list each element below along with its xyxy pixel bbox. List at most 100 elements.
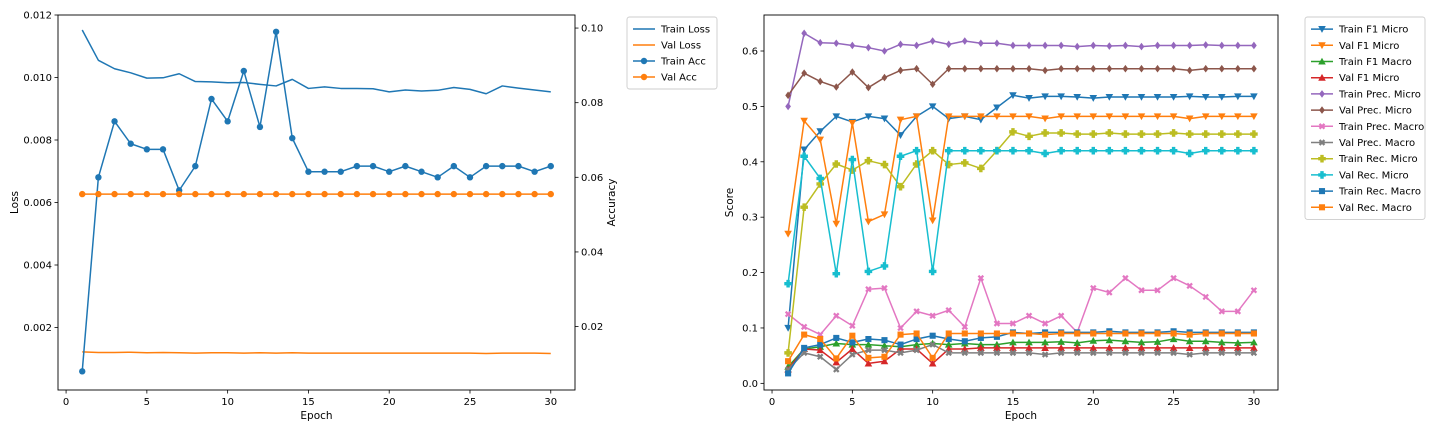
data-point (1025, 312, 1033, 320)
data-point (1217, 338, 1226, 346)
data-point (1250, 146, 1258, 155)
data-point (801, 344, 808, 351)
data-point (1009, 146, 1017, 155)
data-point (1057, 349, 1065, 357)
y-tick-label: 0.006 (23, 198, 52, 209)
data-point (977, 146, 985, 155)
series-train-prec-macro (784, 274, 1258, 338)
data-point (977, 349, 985, 357)
data-point (1105, 336, 1114, 344)
x-tick-label: 20 (1087, 397, 1100, 408)
data-point (1025, 132, 1033, 141)
x-axis-label: Epoch (300, 410, 332, 422)
data-point (1169, 344, 1178, 351)
data-point (897, 66, 904, 75)
data-point (994, 64, 1000, 73)
data-point (1057, 146, 1065, 155)
data-point (801, 29, 808, 38)
data-point (1250, 93, 1258, 101)
data-point (240, 67, 247, 75)
legend-marker (640, 57, 648, 65)
data-point (192, 162, 199, 170)
data-point (1185, 149, 1194, 158)
data-point (929, 312, 936, 320)
data-point (993, 330, 1000, 337)
legend-label: Val Rec. Micro (1339, 170, 1409, 181)
data-point (849, 332, 856, 339)
data-point (1138, 349, 1145, 357)
data-point (912, 340, 921, 348)
data-point (1042, 66, 1048, 75)
data-point (817, 335, 824, 343)
data-point (848, 155, 857, 164)
data-point (1153, 344, 1162, 351)
data-point (913, 335, 920, 343)
y2-axis-label: Accuracy (606, 179, 618, 227)
data-point (913, 330, 920, 337)
data-point (849, 41, 856, 50)
data-point (1250, 349, 1258, 357)
data-point (1074, 330, 1081, 337)
data-point (1106, 289, 1113, 296)
y2-tick-label: 0.08 (581, 98, 603, 109)
data-point (450, 162, 458, 170)
series-val-rec-micro (784, 146, 1258, 288)
legend-label: Val Prec. Micro (1339, 106, 1412, 117)
legend-marker (1318, 139, 1326, 146)
data-point (1153, 338, 1162, 345)
data-point (832, 113, 841, 121)
data-point (1106, 42, 1113, 50)
data-point (466, 174, 474, 181)
legend-frame (626, 16, 718, 90)
series-line (787, 149, 1254, 284)
data-point (1026, 41, 1032, 50)
data-point (1025, 330, 1033, 337)
data-point (1041, 149, 1049, 158)
y-tick-label: 0.0 (742, 379, 758, 390)
score-chart: 0 5 10 15 20 25 30 0.0 0.1 0.2 0.3 0.4 0.5 0.6 Epoch Sc… (724, 14, 1426, 422)
data-point (913, 41, 920, 50)
data-point (1058, 41, 1065, 50)
data-point (1009, 113, 1017, 121)
legend: Train F1 Micro Val F1 Micro Train F1 Macro… (1304, 16, 1426, 220)
data-point (1218, 349, 1226, 357)
data-point (1057, 338, 1065, 345)
data-point (880, 341, 889, 349)
data-point (1137, 344, 1146, 351)
data-point (1185, 344, 1194, 351)
x-axis-label: Epoch (1005, 410, 1037, 422)
data-point (1201, 146, 1210, 155)
data-point (944, 113, 953, 121)
data-point (321, 168, 328, 175)
series-val-prec-macro (784, 341, 1258, 373)
data-point (1105, 146, 1114, 155)
data-point (1009, 128, 1017, 136)
data-point (1122, 349, 1129, 357)
data-point (1090, 64, 1097, 73)
data-point (1234, 146, 1242, 155)
legend-label: Train Prec. Micro (1338, 89, 1421, 100)
data-point (1057, 113, 1065, 121)
x-tick-label: 0 (769, 397, 775, 408)
data-point (929, 80, 936, 89)
data-point (1137, 146, 1146, 155)
series-line (81, 31, 552, 372)
data-point (961, 338, 968, 345)
data-point (256, 123, 264, 131)
data-point (1234, 330, 1241, 337)
data-point (111, 118, 118, 125)
data-point (1250, 344, 1258, 351)
y-tick-label: 0.4 (742, 157, 758, 168)
x-tick-label: 15 (302, 397, 315, 408)
data-point (547, 190, 554, 198)
data-point (1170, 349, 1177, 357)
data-point (928, 267, 937, 276)
data-point (1057, 312, 1065, 320)
data-point (1234, 308, 1242, 315)
data-point (881, 353, 888, 360)
series-line (787, 343, 1254, 371)
data-point (1250, 330, 1257, 337)
series-train-f1-macro (784, 335, 1258, 370)
data-point (864, 218, 873, 226)
